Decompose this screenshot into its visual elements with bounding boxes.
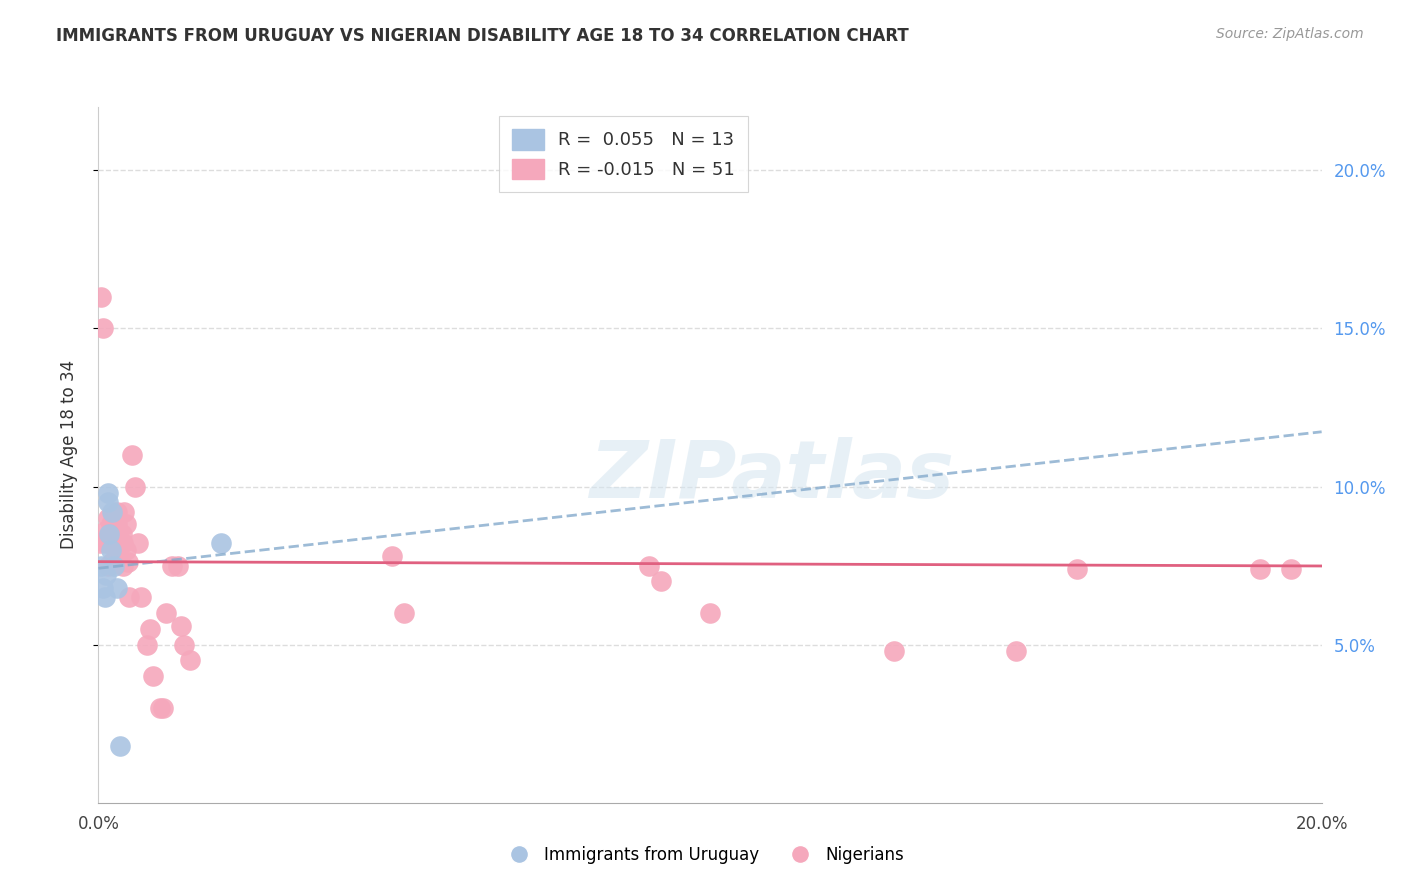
- Point: [100, 517, 122, 532]
- Point: [1279, 562, 1302, 576]
- Point: [104, 536, 127, 550]
- Point: [97, 495, 120, 509]
- Point: [160, 558, 183, 573]
- Point: [699, 606, 721, 620]
- Point: [100, 542, 122, 557]
- Point: [392, 606, 416, 620]
- Point: [381, 549, 404, 563]
- Point: [115, 542, 138, 557]
- Legend: R =  0.055   N = 13, R = -0.015   N = 51: R = 0.055 N = 13, R = -0.015 N = 51: [499, 116, 748, 192]
- Point: [118, 591, 141, 605]
- Text: ZIPatlas: ZIPatlas: [589, 437, 953, 515]
- Text: Source: ZipAtlas.com: Source: ZipAtlas.com: [1216, 27, 1364, 41]
- Point: [170, 618, 193, 632]
- Point: [105, 581, 128, 595]
- Point: [90, 290, 112, 304]
- Point: [209, 536, 232, 550]
- Point: [93, 591, 115, 605]
- Point: [94, 568, 117, 582]
- Point: [101, 505, 124, 519]
- Point: [179, 653, 201, 667]
- Point: [108, 739, 131, 753]
- Point: [108, 536, 131, 550]
- Point: [111, 536, 134, 550]
- Point: [103, 527, 125, 541]
- Point: [1066, 562, 1088, 576]
- Point: [155, 606, 177, 620]
- Point: [111, 527, 134, 541]
- Y-axis label: Disability Age 18 to 34: Disability Age 18 to 34: [59, 360, 77, 549]
- Point: [90, 558, 112, 573]
- Point: [637, 558, 661, 573]
- Point: [650, 574, 672, 589]
- Point: [1249, 562, 1271, 576]
- Point: [91, 581, 114, 595]
- Point: [97, 511, 120, 525]
- Point: [173, 638, 195, 652]
- Point: [91, 321, 114, 335]
- Point: [97, 558, 120, 573]
- Legend: Immigrants from Uruguay, Nigerians: Immigrants from Uruguay, Nigerians: [495, 839, 911, 871]
- Point: [167, 558, 190, 573]
- Point: [94, 536, 117, 550]
- Text: IMMIGRANTS FROM URUGUAY VS NIGERIAN DISABILITY AGE 18 TO 34 CORRELATION CHART: IMMIGRANTS FROM URUGUAY VS NIGERIAN DISA…: [56, 27, 910, 45]
- Point: [112, 505, 135, 519]
- Point: [108, 556, 131, 570]
- Point: [93, 524, 115, 538]
- Point: [98, 536, 121, 550]
- Point: [103, 511, 125, 525]
- Point: [129, 591, 152, 605]
- Point: [149, 701, 172, 715]
- Point: [127, 536, 149, 550]
- Point: [883, 644, 905, 658]
- Point: [124, 479, 146, 493]
- Point: [136, 638, 159, 652]
- Point: [121, 448, 143, 462]
- Point: [115, 517, 138, 532]
- Point: [142, 669, 165, 683]
- Point: [105, 505, 128, 519]
- Point: [1004, 644, 1026, 658]
- Point: [105, 517, 128, 532]
- Point: [97, 486, 120, 500]
- Point: [111, 558, 134, 573]
- Point: [89, 536, 111, 550]
- Point: [98, 527, 121, 541]
- Point: [103, 558, 125, 573]
- Point: [101, 556, 124, 570]
- Point: [152, 701, 174, 715]
- Point: [107, 524, 129, 538]
- Point: [139, 622, 162, 636]
- Point: [117, 556, 139, 570]
